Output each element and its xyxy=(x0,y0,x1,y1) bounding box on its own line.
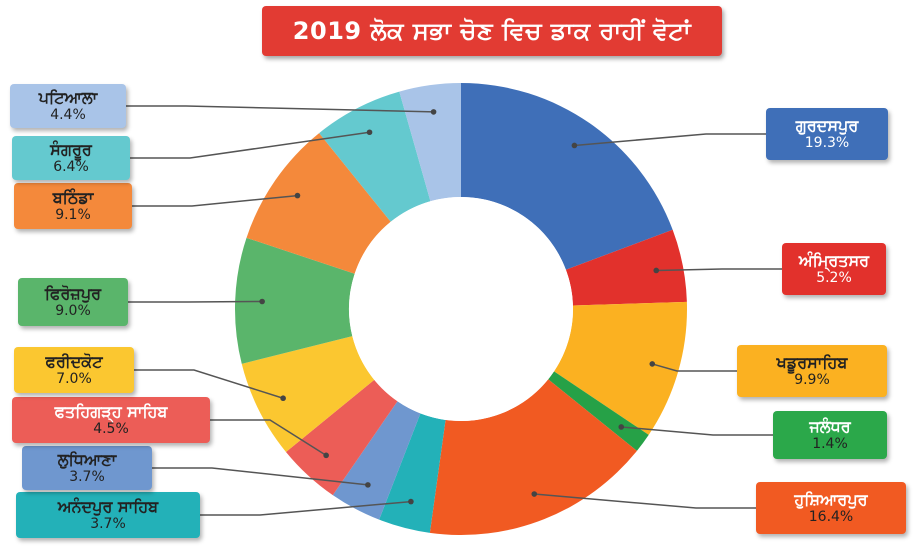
slice-label-box: ਲੁਧਿਆਣਾ 3.7% xyxy=(22,446,152,490)
slice-label-box: ਅੰਮ੍ਰਿਤਸਰ 5.2% xyxy=(782,243,886,295)
slice-label-box: ਅਨੰਦਪੁਰ ਸਾਹਿਬ 3.7% xyxy=(16,492,200,538)
leader-line xyxy=(128,300,263,303)
slice-label-box: ਫਤਹਿਗੜ੍ਹ ਸਾਹਿਬ 4.5% xyxy=(12,397,210,443)
leader-dot xyxy=(531,491,538,497)
slice-label-name: ਖਡੂਰਸਾਹਿਬ xyxy=(776,352,848,372)
donut-slice xyxy=(319,91,431,222)
slice-label-percent: 19.3% xyxy=(804,134,850,151)
leader-dot xyxy=(280,395,286,402)
chart-title-banner: 2019 ਲੋਕ ਸਭਾ ਚੋਣ ਵਿਚ ਡਾਕ ਰਾਹੀਂ ਵੋਟਾਂ xyxy=(262,6,722,56)
leader-line xyxy=(126,105,434,113)
chart-title: 2019 ਲੋਕ ਸਭਾ ਚੋਣ ਵਿਚ ਡਾਕ ਰਾਹੀਂ ਵੋਟਾਂ xyxy=(292,17,692,45)
slice-label-box: ਬਠਿੰਡਾ 9.1% xyxy=(14,183,132,229)
leader-line xyxy=(210,419,327,456)
slice-label-name: ਫਰੀਦਕੋਟ xyxy=(45,351,103,371)
slice-label-percent: 3.7% xyxy=(69,468,105,485)
slice-label-box: ਖਡੂਰਸਾਹਿਬ 9.9% xyxy=(737,345,887,397)
slice-label-percent: 16.4% xyxy=(808,508,854,525)
leader-line xyxy=(621,426,773,436)
donut-slice xyxy=(246,133,391,274)
slice-label-box: ਫਿਰੋਜ਼ਪੁਰ 9.0% xyxy=(18,278,128,326)
slice-label-name: ਲੁਧਿਆਣਾ xyxy=(57,449,117,469)
donut-slice xyxy=(235,237,355,364)
leader-dot xyxy=(430,109,437,115)
leader-dot xyxy=(366,129,373,136)
donut-slice xyxy=(429,379,637,536)
leader-dot xyxy=(653,267,660,274)
slice-label-percent: 3.7% xyxy=(90,515,126,532)
slice-label-percent: 9.9% xyxy=(794,371,830,388)
slice-label-percent: 7.0% xyxy=(56,370,92,387)
leader-line xyxy=(132,194,298,207)
slice-label-name: ਬਠਿੰਡਾ xyxy=(52,187,94,207)
slice-label-box: ਹੁਸ਼ਿਆਰਪੁਰ 16.4% xyxy=(756,482,906,534)
donut-slice xyxy=(285,379,398,496)
leader-dot xyxy=(294,192,301,199)
donut-slice xyxy=(548,371,649,451)
slice-label-percent: 9.1% xyxy=(55,206,91,223)
slice-label-box: ਪਟਿਆਲਾ 4.4% xyxy=(10,84,126,128)
slice-label-percent: 4.5% xyxy=(93,420,129,437)
leader-line xyxy=(574,133,766,147)
leader-dot xyxy=(571,142,578,149)
donut-slice xyxy=(554,301,687,435)
slice-label-name: ਜਲੰਧਰ xyxy=(809,416,851,436)
slice-label-name: ਹੁਸ਼ਿਆਰਪੁਰ xyxy=(794,489,868,509)
slice-label-name: ਅੰਮ੍ਰਿਤਸਰ xyxy=(798,250,870,270)
donut-slice xyxy=(332,401,421,520)
slice-label-name: ਫਿਰੋਜ਼ਪੁਰ xyxy=(44,283,102,303)
donut-slice xyxy=(399,83,461,202)
leader-dot xyxy=(618,424,625,430)
leader-dot xyxy=(408,498,414,505)
slice-label-box: ਸੰਗਰੂਰ 6.4% xyxy=(12,136,130,180)
slice-label-percent: 5.2% xyxy=(816,269,852,286)
leader-line xyxy=(130,131,370,159)
donut-hole xyxy=(349,197,573,421)
slice-label-box: ਗੁਰਦਸਪੁਰ 19.3% xyxy=(766,108,888,160)
slice-label-name: ਅਨੰਦਪੁਰ ਸਾਹਿਬ xyxy=(57,496,159,516)
donut-slice xyxy=(461,83,673,270)
leader-line xyxy=(534,493,756,509)
slice-label-box: ਫਰੀਦਕੋਟ 7.0% xyxy=(14,347,134,393)
slice-label-name: ਪਟਿਆਲਾ xyxy=(38,87,98,107)
slice-label-name: ਗੁਰਦਸਪੁਰ xyxy=(795,115,859,135)
slice-label-name: ਫਤਹਿਗੜ੍ਹ ਸਾਹਿਬ xyxy=(54,401,168,421)
leader-line xyxy=(134,369,284,399)
leader-line xyxy=(656,268,782,272)
slice-label-percent: 1.4% xyxy=(812,435,848,452)
donut-slice xyxy=(565,229,687,306)
slice-label-box: ਜਲੰਧਰ 1.4% xyxy=(773,411,887,459)
slice-label-percent: 6.4% xyxy=(53,158,89,175)
slice-label-percent: 9.0% xyxy=(55,302,91,319)
leader-dot xyxy=(323,452,329,459)
slice-label-name: ਸੰਗਰੂਰ xyxy=(50,139,92,159)
leader-dot xyxy=(365,482,371,488)
leader-line xyxy=(652,363,737,372)
leader-dot xyxy=(259,298,265,305)
slice-label-percent: 4.4% xyxy=(50,106,86,123)
leader-line xyxy=(152,467,368,486)
leader-line xyxy=(200,500,411,516)
leader-dot xyxy=(649,361,656,367)
